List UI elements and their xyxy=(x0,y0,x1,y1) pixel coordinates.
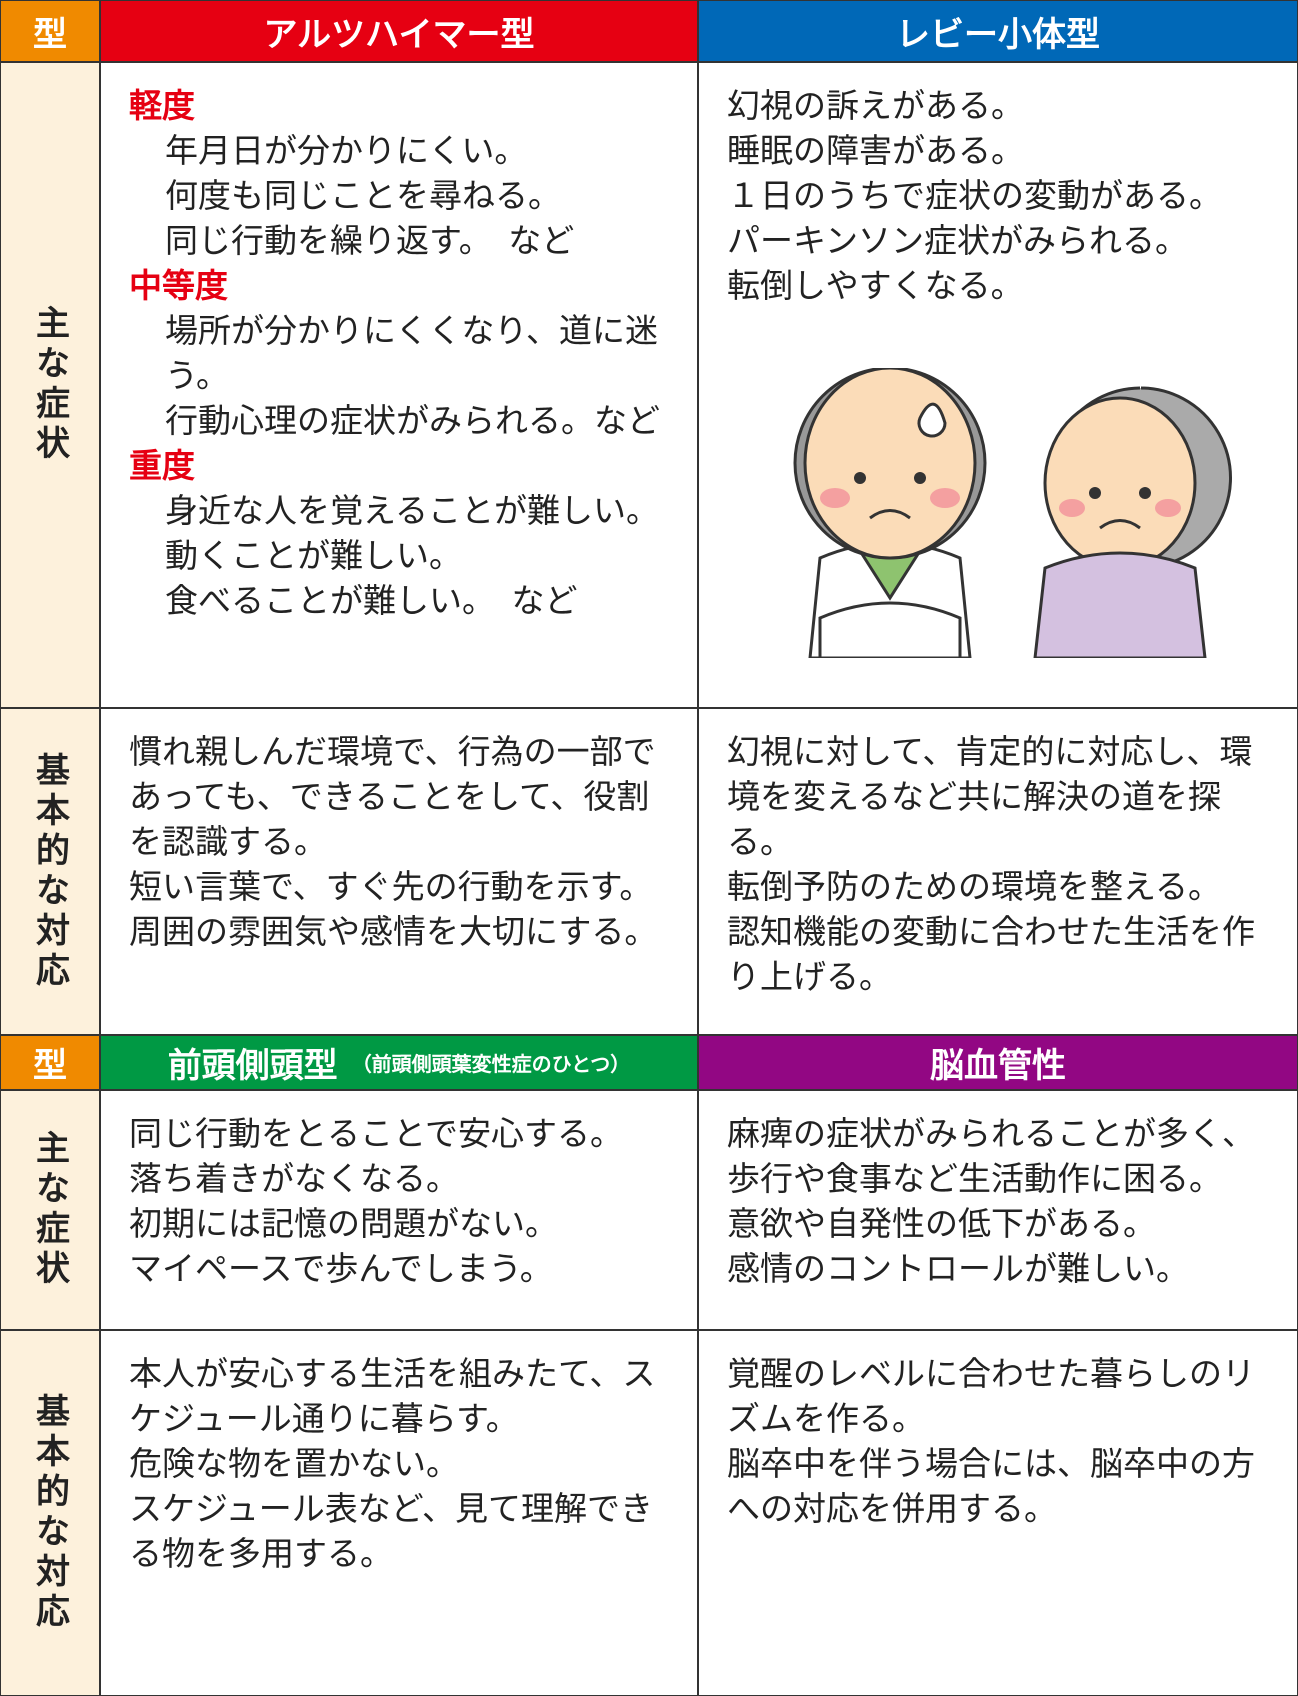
symptom-item: 行動心理の症状がみられる。など xyxy=(165,401,660,440)
illustration xyxy=(793,368,1232,658)
cell: 同じ行動をとることで安心する。 落ち着きがなくなる。初期には記憶の問題がない。 マイ… xyxy=(100,1090,698,1330)
symptom-item: 場所が分かりにくくなり、道に迷う。 xyxy=(165,311,659,395)
row-label: 基本的な対応 xyxy=(0,1330,100,1696)
item: １日のうちで症状の変動がある。 xyxy=(727,176,1222,215)
item: パーキンソン症状がみられる。 xyxy=(727,221,1189,260)
row-label: 基本的な対応 xyxy=(0,708,100,1035)
row-label-text: 基本的な対応 xyxy=(29,1393,70,1633)
item: 感情のコントロールが難しい。 xyxy=(727,1249,1189,1288)
symptom-item: 身近な人を覚えることが難しい。 xyxy=(165,491,660,530)
table-section: 型前頭側頭型 （前頭側頭葉変性症のひとつ） 脳血管性 主な症状 同じ行動をとることで安心… xyxy=(0,1035,1298,1696)
item: 落ち着きがなくなる。 xyxy=(129,1159,459,1198)
item: 周囲の雰囲気や感情を大切にする。 xyxy=(129,912,658,951)
row-label: 主な症状 xyxy=(0,62,100,708)
item: 幻視の訴えがある。 xyxy=(727,86,1024,125)
item: 慣れ親しんだ環境で、行為の一部であっても、できることをして、役割を認識する。 xyxy=(129,732,656,861)
severity-heading: 重度 xyxy=(129,446,195,485)
cell: 軽度年月日が分かりにくい。 何度も同じことを尋ねる。 同じ行動を繰り返す。 など中等… xyxy=(100,62,698,708)
severity-heading: 中等度 xyxy=(129,266,228,305)
type-header: 型 xyxy=(0,1035,100,1090)
item: 本人が安心する生活を組みたて、スケジュール通りに暮らす。 xyxy=(129,1354,656,1438)
item: 初期には記憶の問題がない。 xyxy=(129,1204,558,1243)
symptom-item: 同じ行動を繰り返す。 など xyxy=(165,221,575,260)
symptom-item: 動くことが難しい。 xyxy=(165,536,462,575)
cell: 幻視に対して、肯定的に対応し、環境を変えるなど共に解決の道を探る。転倒予防のため… xyxy=(698,708,1298,1035)
row-label: 主な症状 xyxy=(0,1090,100,1330)
item: 同じ行動をとることで安心する。 xyxy=(129,1114,624,1153)
symptom-item: 何度も同じことを尋ねる。 xyxy=(165,176,561,215)
row-label-text: 主な症状 xyxy=(29,1130,70,1290)
cell: 麻痺の症状がみられることが多く、歩行や食事など生活動作に困る。意欲や自発性の低下… xyxy=(698,1090,1298,1330)
item: 危険な物を置かない。 xyxy=(129,1444,459,1483)
column-header: レビー小体型 xyxy=(698,0,1298,62)
item: 麻痺の症状がみられることが多く、歩行や食事など生活動作に困る。 xyxy=(727,1114,1255,1198)
row-label-text: 主な症状 xyxy=(29,305,70,465)
cell: 慣れ親しんだ環境で、行為の一部であっても、できることをして、役割を認識する。短い… xyxy=(100,708,698,1035)
severity-heading: 軽度 xyxy=(129,86,195,125)
row-label-text: 基本的な対応 xyxy=(29,751,70,992)
column-header: アルツハイマー型 xyxy=(100,0,698,62)
symptom-item: 食べることが難しい。 など xyxy=(165,581,578,620)
column-name: レビー小体型 xyxy=(896,14,1100,55)
column-header: 脳血管性 xyxy=(698,1035,1298,1090)
cell: 本人が安心する生活を組みたて、スケジュール通りに暮らす。危険な物を置かない。スケ… xyxy=(100,1330,698,1696)
type-header: 型 xyxy=(0,0,100,62)
item: 睡眠の障害がある。 xyxy=(727,131,1024,170)
item: 短い言葉で、すぐ先の行動を示す。 xyxy=(129,867,653,906)
item: 転倒予防のための環境を整える。 xyxy=(727,867,1222,906)
item: 幻視に対して、肯定的に対応し、環境を変えるなど共に解決の道を探る。 xyxy=(727,732,1253,861)
column-note: （前頭側頭葉変性症のひとつ） xyxy=(351,1052,631,1076)
item: 脳卒中を伴う場合には、脳卒中の方への対応を併用する。 xyxy=(727,1444,1255,1528)
item: スケジュール表など、見て理解できる物を多用する。 xyxy=(129,1489,654,1573)
item: マイペースで歩んでしまう。 xyxy=(129,1249,553,1288)
table-section: 型アルツハイマー型 レビー小体型 主な症状 軽度 年月日が分かりにくい。 何度も同じことを… xyxy=(0,0,1298,1035)
item: 転倒しやすくなる。 xyxy=(727,266,1024,305)
item: 認知機能の変動に合わせた生活を作り上げる。 xyxy=(727,912,1255,996)
item: 覚醒のレベルに合わせた暮らしのリズムを作る。 xyxy=(727,1354,1255,1438)
cell: 幻視の訴えがある。 睡眠の障害がある。 １日のうちで症状の変動がある。 パーキンソン症… xyxy=(698,62,1298,708)
column-name: アルツハイマー型 xyxy=(263,14,535,55)
column-name: 前頭側頭型 xyxy=(167,1046,338,1086)
item: 意欲や自発性の低下がある。 xyxy=(727,1204,1156,1243)
cell: 覚醒のレベルに合わせた暮らしのリズムを作る。 脳卒中を伴う場合には、脳卒中の方への… xyxy=(698,1330,1298,1696)
symptom-item: 年月日が分かりにくい。 xyxy=(165,131,528,170)
column-header: 前頭側頭型 （前頭側頭葉変性症のひとつ） xyxy=(100,1035,698,1090)
column-name: 脳血管性 xyxy=(930,1046,1066,1086)
